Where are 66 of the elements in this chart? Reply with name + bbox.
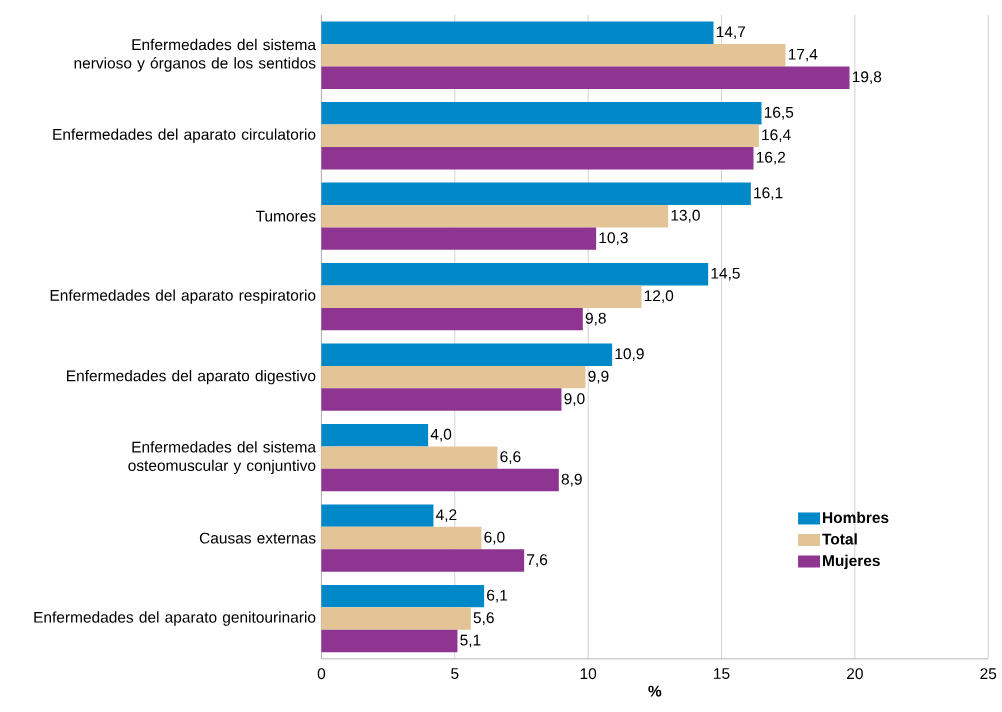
data-label: 9,8 [585, 312, 606, 326]
bar [321, 504, 434, 528]
bar [321, 285, 642, 309]
data-label: 17,4 [788, 49, 818, 62]
data-label: 9,9 [588, 370, 609, 384]
data-label: 6,6 [500, 451, 521, 465]
y-tick-label: Causas externas [199, 532, 316, 544]
data-label: 10,9 [615, 348, 644, 362]
y-tick-label: Enfermedades del sistema osteomuscular y conjuntivo [128, 441, 317, 475]
x-axis-title: % [648, 685, 662, 697]
bar [321, 182, 751, 206]
data-label: 4,0 [430, 428, 452, 442]
data-label: 14,5 [711, 268, 740, 281]
y-tick-label: Enfermedades del aparato circulatorio [53, 128, 316, 144]
data-label: 13,0 [671, 209, 700, 223]
data-label: 6,0 [484, 531, 505, 545]
y-tick-label: Enfermedades del aparato genitourinario [34, 611, 316, 626]
bar [321, 44, 786, 67]
x-tick-label: 10 [580, 668, 597, 680]
legend-label: Mujeres [823, 554, 880, 570]
bar [321, 124, 759, 148]
data-label: 4,2 [436, 509, 457, 523]
legend-label: Hombres [823, 511, 889, 524]
bar [321, 366, 586, 389]
bar [321, 263, 709, 286]
bar [321, 527, 482, 550]
data-label: 19,8 [852, 71, 882, 85]
bar [321, 343, 613, 367]
data-label: 16,4 [762, 129, 791, 143]
bar [321, 21, 714, 45]
data-label: 8,9 [561, 473, 582, 487]
data-label: 14,7 [716, 26, 746, 40]
x-tick-label: 0 [317, 668, 326, 680]
data-label: 10,3 [599, 232, 628, 246]
bar [321, 308, 583, 331]
bar [321, 585, 485, 608]
bar [321, 66, 850, 90]
bar [321, 549, 525, 572]
bar [321, 388, 562, 411]
data-label: 16,2 [756, 151, 786, 165]
data-label: 6,1 [487, 589, 508, 603]
data-label: 5,6 [473, 612, 494, 626]
x-tick-label: 20 [847, 668, 863, 680]
bar [321, 102, 762, 125]
bar [321, 147, 754, 170]
data-label: 12,0 [644, 290, 674, 304]
legend-label: Total [822, 533, 857, 545]
data-label: 16,1 [754, 187, 783, 201]
bar [321, 607, 471, 630]
bar [321, 446, 498, 469]
data-label: 9,0 [564, 393, 585, 407]
bar [321, 629, 458, 653]
x-tick-label: 5 [451, 668, 459, 680]
bar [321, 468, 559, 492]
data-label: 16,5 [764, 106, 794, 120]
bar [321, 227, 597, 251]
x-tick-label: 15 [714, 668, 730, 680]
y-tick-label: Enfermedades del aparato digestivo [67, 370, 316, 385]
x-tick-label: 25 [980, 668, 997, 680]
y-tick-label: Enfermedades del aparato respiratorio [50, 289, 316, 305]
data-label: 7,6 [527, 554, 548, 568]
y-tick-label: Enfermedades del sistema nervioso y órganos de los sentidos [74, 38, 317, 72]
y-tick-label: Tumores [255, 210, 316, 222]
bar [321, 424, 429, 447]
data-label: 5,1 [460, 634, 481, 648]
bar [321, 205, 669, 228]
